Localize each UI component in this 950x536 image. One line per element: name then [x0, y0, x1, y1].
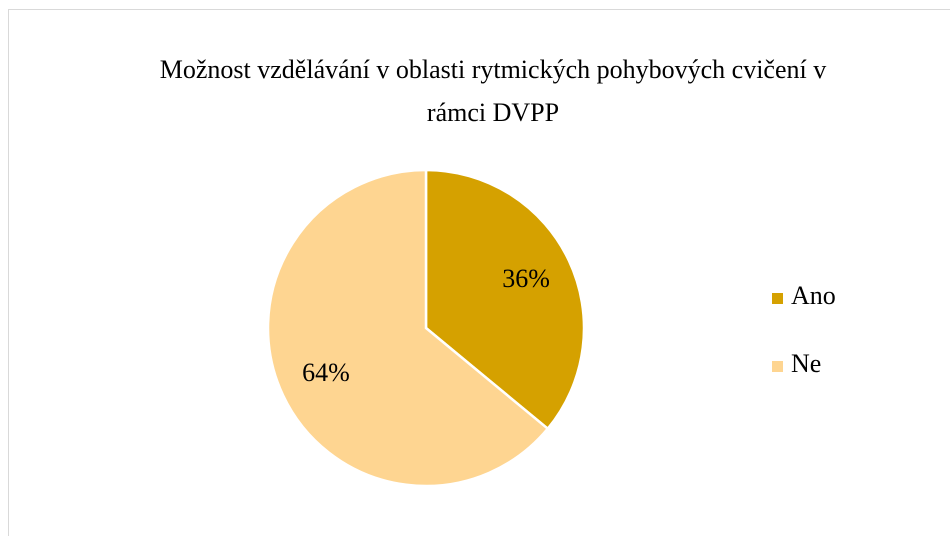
legend-label: Ano	[791, 281, 836, 310]
chart-title: Možnost vzdělávání v oblasti rytmických …	[159, 55, 827, 127]
legend-swatch	[772, 293, 783, 304]
legend-swatch	[772, 361, 783, 372]
pie-slice	[266, 168, 550, 488]
data-label: 36%	[502, 264, 550, 293]
chart-border	[8, 9, 950, 536]
data-label: 64%	[302, 358, 350, 387]
pie-slice	[424, 168, 586, 431]
legend-label: Ne	[791, 349, 821, 378]
